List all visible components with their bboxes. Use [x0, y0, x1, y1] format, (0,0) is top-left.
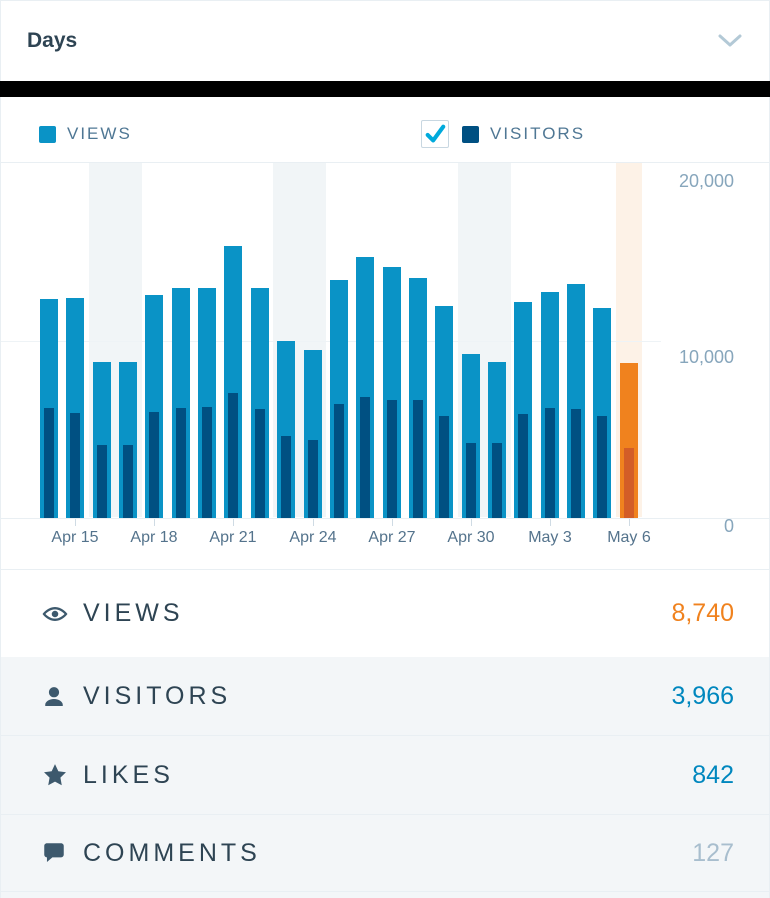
x-axis-tick [75, 519, 76, 526]
summary-value: 3,966 [671, 681, 734, 710]
summary-row-likes[interactable]: LIKES 842 [1, 735, 769, 814]
visitors-swatch [462, 125, 479, 143]
y-axis-label-10000: 10,000 [678, 347, 734, 367]
visitors-bar[interactable] [176, 408, 186, 518]
x-axis-label: Apr 15 [51, 529, 99, 546]
summary-row-visitors[interactable]: VISITORS 3,966 [1, 657, 769, 735]
visitors-bar[interactable] [308, 440, 318, 518]
legend-views-label: VIEWS [67, 124, 132, 143]
visitors-bar[interactable] [360, 397, 370, 518]
legend-item-visitors[interactable]: VISITORS [421, 97, 585, 162]
chart-legend: VIEWS VISITORS [1, 97, 769, 162]
summary-value: 842 [692, 760, 734, 789]
visitors-bar[interactable] [70, 413, 80, 518]
visitors-bar[interactable] [466, 443, 476, 518]
x-axis-tick [313, 519, 314, 526]
x-axis-label: Apr 27 [368, 529, 416, 546]
visitors-bar[interactable] [413, 400, 423, 518]
x-axis-label: Apr 21 [209, 529, 257, 546]
visitors-bar[interactable] [255, 409, 265, 518]
visitors-bar[interactable] [624, 448, 634, 518]
summary-label: VISITORS [83, 681, 232, 710]
comment-icon [41, 839, 69, 867]
visitors-bar[interactable] [597, 416, 607, 518]
summary-label: COMMENTS [83, 838, 261, 867]
legend-visitors-label: VISITORS [490, 124, 586, 143]
visitors-bar[interactable] [44, 408, 54, 518]
chevron-down-icon[interactable] [717, 33, 743, 49]
visitors-checkbox[interactable] [421, 120, 449, 148]
star-icon [41, 761, 69, 789]
x-axis-label: Apr 24 [289, 529, 337, 546]
user-icon [41, 682, 69, 710]
visitors-bar[interactable] [202, 407, 212, 518]
visitors-bar[interactable] [228, 393, 238, 518]
summary-value: 8,740 [671, 599, 734, 627]
visitors-bar[interactable] [439, 416, 449, 518]
views-visitors-bar-chart: 20,000 10,000 0 Apr 15 Apr 18 Apr 21 Apr 24… [1, 162, 769, 569]
x-axis-label: Apr 30 [447, 529, 495, 546]
visitors-bar[interactable] [492, 443, 502, 518]
visitors-bar[interactable] [281, 436, 291, 518]
period-header[interactable]: Days [1, 1, 769, 81]
views-swatch [39, 125, 56, 143]
y-axis-label-0: 0 [723, 516, 734, 536]
x-axis-label: May 6 [607, 529, 651, 546]
y-axis-label-20000: 20,000 [678, 171, 734, 191]
visitors-bar[interactable] [571, 409, 581, 518]
summary-row-views[interactable]: VIEWS 8,740 [1, 570, 769, 657]
x-axis-baseline [1, 518, 769, 519]
x-axis-tick [233, 519, 234, 526]
summary-row-comments[interactable]: COMMENTS 127 [1, 814, 769, 892]
visitors-bar[interactable] [334, 404, 344, 518]
x-axis-tick [550, 519, 551, 526]
visitors-bar[interactable] [387, 400, 397, 518]
summary-label: LIKES [83, 760, 174, 789]
visitors-bar[interactable] [123, 445, 133, 518]
x-axis-label: May 3 [528, 529, 572, 546]
summary-label: VIEWS [83, 599, 184, 627]
visitors-bar[interactable] [545, 408, 555, 518]
x-axis-tick [392, 519, 393, 526]
visitors-bar[interactable] [149, 412, 159, 518]
summary-value: 127 [692, 838, 734, 867]
separator-bar [0, 81, 770, 97]
x-axis-label: Apr 18 [130, 529, 178, 546]
legend-item-views: VIEWS [39, 97, 132, 162]
x-axis-tick [471, 519, 472, 526]
visitors-bar[interactable] [518, 414, 528, 518]
period-title: Days [27, 29, 78, 52]
summary-list: VIEWS 8,740 VISITORS 3,966 LIKES 842 [1, 569, 769, 898]
visitors-bar[interactable] [97, 445, 107, 518]
eye-icon [41, 600, 69, 628]
x-axis-tick [629, 519, 630, 526]
x-axis-tick [154, 519, 155, 526]
